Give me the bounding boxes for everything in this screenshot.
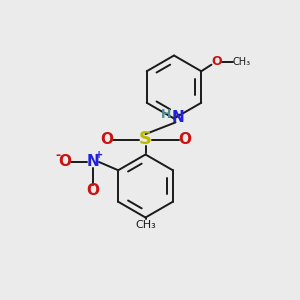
Text: S: S (139, 130, 152, 148)
Text: -: - (55, 149, 61, 162)
Text: N: N (87, 154, 99, 169)
Text: O: O (212, 55, 222, 68)
Text: CH₃: CH₃ (232, 57, 250, 67)
Text: O: O (178, 132, 191, 147)
Text: H: H (161, 107, 171, 121)
Text: O: O (100, 132, 113, 147)
Text: +: + (95, 150, 103, 161)
Text: O: O (86, 183, 100, 198)
Text: CH₃: CH₃ (135, 220, 156, 230)
Text: O: O (58, 154, 71, 169)
Text: N: N (172, 110, 185, 124)
